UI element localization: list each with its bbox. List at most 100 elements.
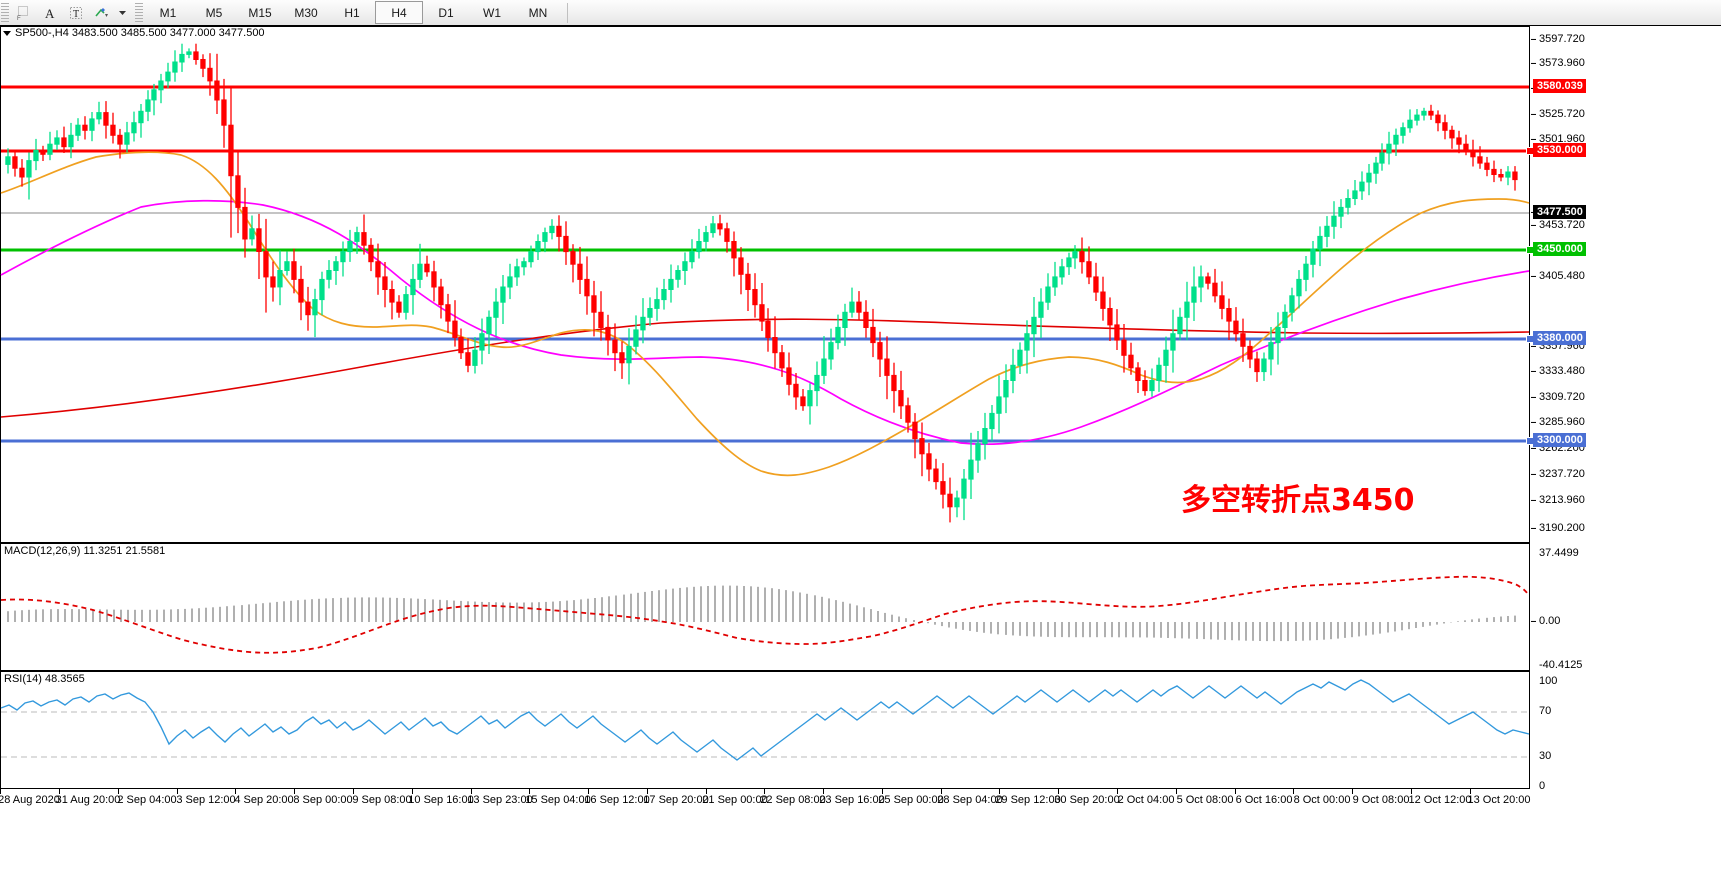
macd-signal-line bbox=[0, 575, 1530, 654]
time-label-11: 17 Sep 20:00 bbox=[643, 794, 709, 806]
time-label-15: 25 Sep 00:00 bbox=[878, 794, 944, 806]
objects-dropdown-arrow-icon[interactable] bbox=[115, 2, 129, 24]
time-tick-mark bbox=[1293, 789, 1294, 794]
price-scale[interactable]: 3597.7203573.9603549.4803525.7203501.960… bbox=[1526, 26, 1721, 543]
time-tick-mark bbox=[412, 789, 413, 794]
time-tick-mark bbox=[882, 789, 883, 794]
time-label-17: 29 Sep 12:00 bbox=[995, 794, 1061, 806]
time-label-20: 5 Oct 08:00 bbox=[1176, 794, 1234, 806]
time-tick-mark bbox=[294, 789, 295, 794]
rsi-pane[interactable]: RSI(14) 48.3565 bbox=[0, 671, 1530, 789]
macd-pane-label: MACD(12,26,9) 11.3251 21.5581 bbox=[4, 545, 166, 557]
text-box-icon[interactable]: T bbox=[63, 2, 89, 24]
time-label-25: 13 Oct 20:00 bbox=[1467, 794, 1531, 806]
price-tag-3450-000: 3450.000 bbox=[1533, 242, 1586, 256]
text-label-icon[interactable]: A bbox=[37, 2, 63, 24]
rsi-tick-100: 100 bbox=[1539, 675, 1558, 688]
time-label-22: 8 Oct 00:00 bbox=[1293, 794, 1351, 806]
price-tick-3285-960: 3285.960 bbox=[1531, 416, 1585, 428]
svg-text:T: T bbox=[73, 9, 79, 20]
svg-text:F: F bbox=[17, 16, 21, 21]
time-tick-mark bbox=[0, 789, 1, 794]
time-label-2: 2 Sep 04:00 bbox=[117, 794, 177, 806]
toolbar-grip-1[interactable] bbox=[1, 2, 9, 23]
time-tick-mark bbox=[764, 789, 765, 794]
chart-menu-arrow-icon[interactable] bbox=[3, 30, 11, 36]
timeframe-m15[interactable]: M15 bbox=[248, 5, 272, 20]
rsi-tick-30: 30 bbox=[1539, 750, 1552, 763]
time-tick-mark bbox=[1235, 789, 1236, 794]
time-tick-mark bbox=[941, 789, 942, 794]
ma-slow-magenta bbox=[0, 199, 1530, 446]
time-tick-mark bbox=[471, 789, 472, 794]
rsi-tick-0: 0 bbox=[1539, 780, 1546, 793]
price-tag-3580-039: 3580.039 bbox=[1533, 79, 1586, 93]
timeframe-m30[interactable]: M30 bbox=[294, 5, 318, 20]
time-tick-mark bbox=[1352, 789, 1353, 794]
time-tick-mark bbox=[235, 789, 236, 794]
time-label-3: 3 Sep 12:00 bbox=[176, 794, 236, 806]
time-label-6: 9 Sep 08:00 bbox=[352, 794, 412, 806]
svg-text:A: A bbox=[45, 6, 55, 21]
crosshair-icon[interactable]: F bbox=[11, 2, 37, 24]
macd-tick-0: 37.4499 bbox=[1539, 547, 1579, 560]
price-tick-3237-720: 3237.720 bbox=[1531, 468, 1585, 480]
timeframe-mn[interactable]: MN bbox=[528, 5, 548, 20]
timeframe-h4[interactable]: H4 bbox=[375, 1, 423, 24]
price-tick-3309-720: 3309.720 bbox=[1531, 391, 1585, 403]
time-scale[interactable]: 28 Aug 2020 31 Aug 20:00 2 Sep 04:00 3 Sep … bbox=[0, 789, 1721, 811]
price-tag-3530-000: 3530.000 bbox=[1533, 143, 1586, 157]
price-tick-3573-960: 3573.960 bbox=[1531, 57, 1585, 69]
time-label-24: 12 Oct 12:00 bbox=[1408, 794, 1472, 806]
price-tick-3525-720: 3525.720 bbox=[1531, 108, 1585, 120]
time-tick-mark bbox=[1058, 789, 1059, 794]
timeframe-w1[interactable]: W1 bbox=[483, 5, 501, 20]
chart-annotation-text: 多空转折点3450 bbox=[1181, 483, 1415, 518]
time-tick-mark bbox=[823, 789, 824, 794]
time-label-23: 9 Oct 08:00 bbox=[1352, 794, 1410, 806]
macd-scale[interactable]: 37.4499 0.00 -40.4125 bbox=[1531, 543, 1721, 671]
time-label-16: 28 Sep 04:00 bbox=[937, 794, 1003, 806]
objects-icon[interactable] bbox=[89, 2, 115, 24]
price-tag-3300-000: 3300.000 bbox=[1533, 433, 1586, 447]
time-label-21: 6 Oct 16:00 bbox=[1235, 794, 1293, 806]
time-label-9: 15 Sep 04:00 bbox=[525, 794, 591, 806]
chart-window: SP500-,H4 3483.500 3485.500 3477.000 347… bbox=[0, 25, 1721, 896]
time-label-19: 2 Oct 04:00 bbox=[1117, 794, 1175, 806]
rsi-tick-70: 70 bbox=[1539, 705, 1552, 718]
time-label-14: 23 Sep 16:00 bbox=[819, 794, 885, 806]
price-tick-3213-960: 3213.960 bbox=[1531, 494, 1585, 506]
candlestick-series bbox=[5, 43, 1518, 523]
time-label-10: 16 Sep 12:00 bbox=[584, 794, 650, 806]
time-tick-mark bbox=[999, 789, 1000, 794]
symbol-ohlc-bar: SP500-,H4 3483.500 3485.500 3477.000 347… bbox=[0, 26, 265, 40]
macd-pane[interactable]: MACD(12,26,9) 11.3251 21.5581 bbox=[0, 543, 1530, 671]
price-tick-3453-720: 3453.720 bbox=[1531, 219, 1585, 231]
rsi-scale[interactable]: 100 70 30 0 bbox=[1531, 671, 1721, 793]
timeframe-m1[interactable]: M1 bbox=[159, 5, 177, 20]
price-tick-3333-480: 3333.480 bbox=[1531, 365, 1585, 377]
timeframe-m5[interactable]: M5 bbox=[205, 5, 223, 20]
macd-tick-2: -40.4125 bbox=[1539, 659, 1583, 672]
price-pane[interactable]: 多空转折点3450 bbox=[0, 26, 1530, 543]
time-tick-mark bbox=[706, 789, 707, 794]
price-tick-3501-960: 3501.960 bbox=[1531, 133, 1585, 145]
macd-histogram bbox=[7, 585, 1516, 642]
timeframe-d1[interactable]: D1 bbox=[438, 5, 454, 20]
time-tick-mark bbox=[1411, 789, 1412, 794]
price-tick-3405-480: 3405.480 bbox=[1531, 270, 1585, 282]
time-label-12: 21 Sep 00:00 bbox=[702, 794, 768, 806]
time-label-7: 10 Sep 16:00 bbox=[408, 794, 474, 806]
price-tick-3190-200: 3190.200 bbox=[1531, 522, 1585, 534]
price-tick-3597-720: 3597.720 bbox=[1531, 33, 1585, 45]
timeframe-h1[interactable]: H1 bbox=[344, 5, 360, 20]
time-tick-mark bbox=[1176, 789, 1177, 794]
time-tick-mark bbox=[1117, 789, 1118, 794]
time-tick-mark bbox=[177, 789, 178, 794]
toolbar-grip-2[interactable] bbox=[135, 2, 143, 23]
macd-plot bbox=[0, 575, 1530, 654]
time-label-13: 22 Sep 08:00 bbox=[760, 794, 826, 806]
price-plot bbox=[0, 43, 1530, 523]
time-label-0: 28 Aug 2020 bbox=[0, 794, 60, 806]
